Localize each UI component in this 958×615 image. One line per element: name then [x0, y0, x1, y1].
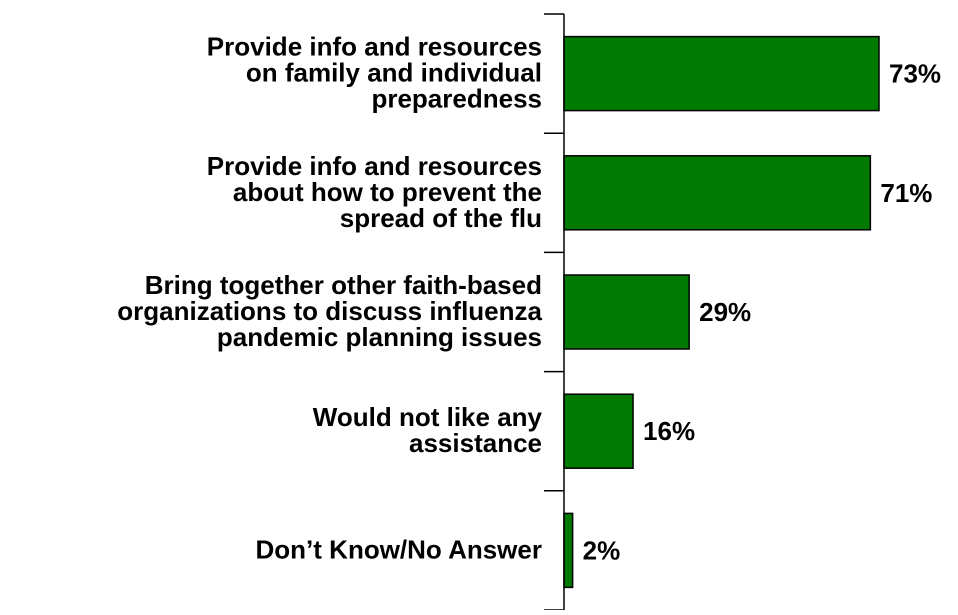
bars-layer — [563, 35, 880, 589]
bar-3 — [563, 393, 634, 469]
value-label-1: 71% — [880, 178, 932, 208]
category-label-4: Don’t Know/No Answer — [256, 534, 542, 564]
category-label-line: Don’t Know/No Answer — [256, 534, 542, 564]
category-label-line: Bring together other faith-based — [145, 270, 542, 300]
value-label-2: 29% — [699, 297, 751, 327]
category-label-line: preparedness — [371, 84, 542, 114]
category-label-2: Bring together other faith-based organiza… — [117, 270, 542, 352]
bar-4 — [563, 512, 574, 589]
axis-layer — [544, 13, 565, 611]
category-label-line: spread of the flu — [340, 203, 542, 233]
category-label-line: on family and individual — [246, 58, 542, 88]
value-label-4: 2% — [583, 535, 621, 565]
category-label-line: about how to prevent the — [233, 177, 542, 207]
bar-0 — [563, 35, 880, 112]
category-label-line: organizations to discuss influenza — [117, 296, 542, 326]
value-label-3: 16% — [643, 416, 695, 446]
category-label-line: Provide info and resources — [207, 151, 542, 181]
category-label-line: pandemic planning issues — [217, 322, 542, 352]
category-label-line: Would not like any — [313, 402, 543, 432]
bar-2 — [563, 274, 690, 350]
category-label-3: Would not like any assistance — [313, 402, 543, 458]
labels-layer: 73%Provide info and resources on family a… — [117, 32, 941, 566]
value-label-0: 73% — [889, 59, 941, 89]
category-label-line: assistance — [409, 428, 542, 458]
category-label-1: Provide info and resources about how to p… — [207, 151, 542, 233]
category-label-0: Provide info and resources on family and … — [207, 32, 542, 114]
bar-1 — [563, 155, 872, 231]
category-label-line: Provide info and resources — [207, 32, 542, 62]
